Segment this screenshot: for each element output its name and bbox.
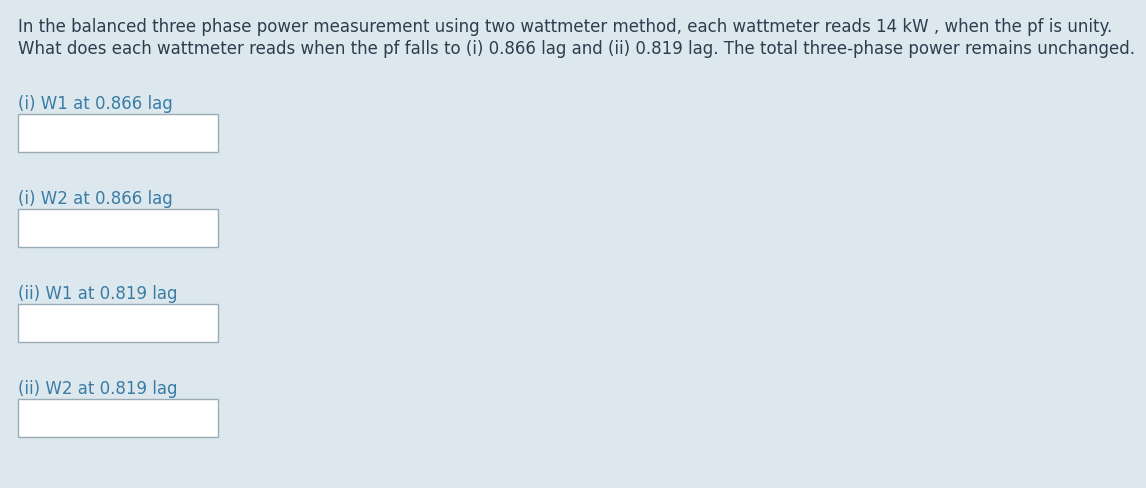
Text: What does each wattmeter reads when the pf falls to (i) 0.866 lag and (ii) 0.819: What does each wattmeter reads when the … [18, 40, 1135, 58]
Text: In the balanced three phase power measurement using two wattmeter method, each w: In the balanced three phase power measur… [18, 18, 1113, 36]
Text: (ii) W1 at 0.819 lag: (ii) W1 at 0.819 lag [18, 285, 178, 303]
Bar [18, 115, 218, 153]
Bar [18, 209, 218, 247]
Text: (i) W2 at 0.866 lag: (i) W2 at 0.866 lag [18, 190, 173, 207]
Bar [18, 305, 218, 342]
Bar [18, 399, 218, 437]
Text: (ii) W2 at 0.819 lag: (ii) W2 at 0.819 lag [18, 379, 178, 397]
Text: (i) W1 at 0.866 lag: (i) W1 at 0.866 lag [18, 95, 173, 113]
